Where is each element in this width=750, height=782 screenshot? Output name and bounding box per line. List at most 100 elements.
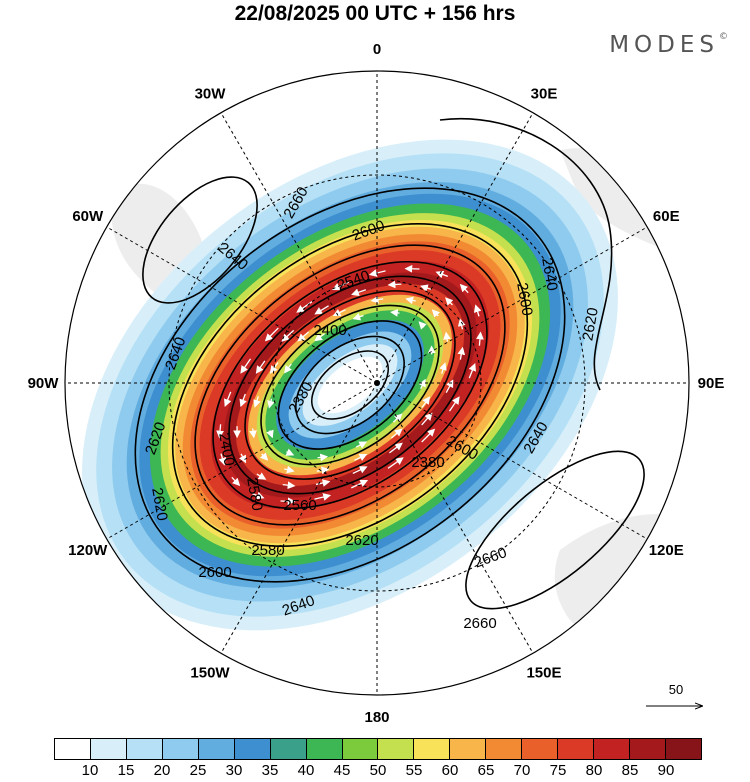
contour-line — [465, 450, 645, 610]
brand-mark: © — [719, 32, 728, 42]
wind-arrow — [316, 466, 330, 475]
meridian — [376, 382, 534, 654]
wind-arrow — [354, 453, 368, 461]
colorbar-box — [558, 739, 595, 759]
wind-arrow — [352, 466, 368, 475]
colorbar-box — [198, 739, 235, 759]
colorbar-box — [414, 739, 451, 759]
wind-arrow — [473, 304, 482, 317]
wind-arrow — [457, 346, 466, 360]
wind-arrow — [387, 457, 404, 469]
contour-line — [260, 304, 440, 466]
wind-arrow — [256, 472, 267, 480]
brand-logo: MODES© — [609, 32, 728, 58]
wind-arrow — [355, 441, 368, 449]
contour-label: 2560 — [283, 497, 316, 514]
wind-arrow — [352, 313, 364, 321]
wind-arrow — [476, 331, 484, 346]
polar-map: 2660264026002640262026402540240026002380… — [28, 41, 725, 726]
wind-arrow — [284, 363, 292, 374]
wind-arrow — [421, 428, 436, 443]
colorbar-tick-label: 50 — [369, 762, 387, 779]
colorbar-box — [342, 739, 379, 759]
colorbar-box — [594, 739, 630, 759]
reference-vector-label: 50 — [668, 682, 684, 697]
colorbar-box — [450, 739, 487, 759]
wind-arrow — [240, 358, 252, 374]
colorbar-box — [55, 739, 91, 759]
meridian — [376, 226, 648, 384]
wind-arrow — [314, 493, 332, 501]
wind-arrow — [260, 452, 269, 461]
wind-arrow — [351, 479, 369, 489]
meridian — [106, 226, 378, 384]
colorbar-tick-label: 55 — [405, 762, 423, 779]
contour-label: 2580 — [251, 542, 284, 559]
colorbar-box — [486, 739, 523, 759]
wind-arrow — [255, 360, 266, 374]
contour-line — [311, 350, 389, 420]
wind-band — [317, 356, 383, 414]
colorbar-tick-label: 85 — [621, 762, 639, 779]
wind-arrow — [421, 412, 433, 426]
wind-arrow — [314, 333, 325, 342]
wind-arrow — [439, 362, 447, 374]
colorbar-box — [162, 739, 199, 759]
brand-name: MODES — [609, 32, 719, 58]
wind-arrow — [264, 327, 279, 342]
graticule — [65, 71, 689, 695]
colorbar-tick-label: 80 — [585, 762, 603, 779]
contour-label: 2400 — [215, 431, 238, 467]
wind-arrow — [431, 309, 440, 318]
longitude-label: 120W — [68, 542, 108, 559]
reference-vector: 50 — [644, 682, 708, 722]
colorbar-tick-label: 25 — [189, 762, 207, 779]
wind-arrow — [239, 393, 247, 408]
wind-arrow — [314, 305, 329, 315]
contour-label: 2600 — [513, 281, 536, 317]
colorbar-tick-label: 15 — [117, 762, 135, 779]
contour-line — [142, 176, 258, 304]
colorbar-box — [126, 739, 163, 759]
wind-arrow — [448, 396, 460, 412]
contour-line — [439, 118, 613, 391]
colorbar-box — [522, 739, 559, 759]
wind-arrow — [231, 476, 241, 487]
wind-arrow — [253, 396, 261, 408]
colorbar-tick-label: 45 — [333, 762, 351, 779]
wind-arrow — [418, 378, 426, 389]
wind-arrow — [218, 453, 227, 466]
wind-arrow — [216, 424, 224, 439]
wind-arrow — [332, 309, 346, 317]
longitude-label: 30W — [195, 86, 227, 103]
longitude-label: 150E — [526, 664, 561, 681]
contour-line — [277, 320, 423, 450]
wind-arrow — [435, 270, 449, 279]
wind-arrow — [223, 391, 232, 407]
contour-line — [194, 244, 506, 526]
longitude-labels: 0 30E 60E 90E 120E 150E 180 150W 120W 90W 60W 30W — [28, 41, 725, 726]
contour-line — [134, 187, 566, 583]
wind-arrow — [405, 296, 416, 305]
colorbar-tick-label: 30 — [225, 762, 243, 779]
chart-title: 22/08/2025 00 UTC + 156 hrs — [234, 2, 516, 25]
contour-label: 2580 — [243, 476, 266, 512]
wind-arrow — [392, 413, 403, 423]
wind-arrow — [445, 297, 454, 306]
meridian — [376, 112, 534, 384]
reference-arrow-icon — [646, 682, 708, 722]
longitude-label: 60W — [72, 208, 104, 225]
longitude-label: 150W — [190, 664, 230, 681]
wind-arrow — [390, 309, 400, 317]
colorbar-box — [665, 739, 701, 759]
colorbar-tick-label: 35 — [261, 762, 279, 779]
contour-line — [295, 335, 405, 435]
wind-arrow — [269, 362, 279, 374]
map-disc — [65, 71, 689, 695]
contour-line — [244, 290, 456, 480]
contour-label: 2640 — [538, 256, 561, 292]
colorbar-box — [378, 739, 415, 759]
south-pole-marker — [374, 380, 380, 386]
longitude-label: 90W — [28, 375, 60, 392]
wind-arrow — [370, 295, 384, 304]
